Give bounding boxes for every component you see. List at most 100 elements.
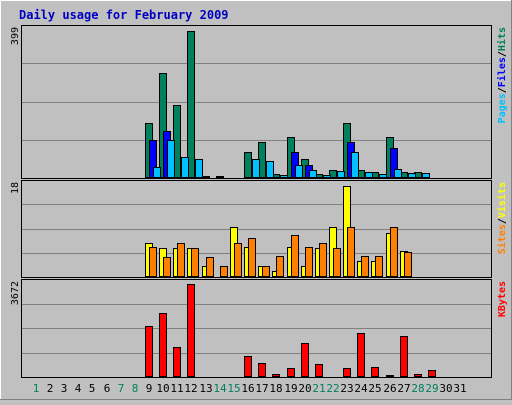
bar-hits-day-14: [216, 176, 224, 178]
x-tick-label-day-2: 2: [47, 382, 54, 395]
chart-title: Daily usage for February 2009: [19, 8, 229, 22]
panel-2-ymax-label: 18: [10, 182, 21, 194]
x-tick-label-day-1: 1: [33, 382, 40, 395]
bar-sites-day-17: [262, 266, 270, 277]
bar-sites-day-27: [404, 252, 412, 277]
bar-hits-day-22: [329, 170, 337, 178]
bar-pages-day-24: [365, 172, 373, 178]
x-tick-label-day-8: 8: [132, 382, 139, 395]
bar-sites-day-25: [375, 256, 383, 277]
bar-kbytes-day-27: [400, 336, 408, 377]
bar-sites-day-21: [319, 243, 327, 277]
bar-pages-day-23: [351, 152, 359, 178]
bar-hits-day-13: [202, 176, 210, 178]
x-tick-label-day-10: 10: [156, 382, 169, 395]
bar-sites-day-26: [390, 227, 398, 277]
x-tick-label-day-18: 18: [269, 382, 282, 395]
x-tick-label-day-4: 4: [75, 382, 82, 395]
bar-sites-day-11: [177, 243, 185, 277]
x-tick-label-day-22: 22: [326, 382, 339, 395]
bar-pages-day-16: [252, 159, 260, 178]
bar-sites-day-24: [361, 256, 369, 277]
bar-hits-day-12: [187, 31, 195, 178]
bar-pages-day-9: [153, 167, 161, 178]
x-tick-label-day-15: 15: [227, 382, 240, 395]
bar-sites-day-16: [248, 238, 256, 277]
x-tick-label-day-28: 28: [411, 382, 424, 395]
x-tick-label-day-25: 25: [368, 382, 381, 395]
bar-pages-day-19: [295, 165, 303, 178]
bar-pages-day-18: [280, 175, 288, 178]
x-tick-label-day-27: 27: [397, 382, 410, 395]
bar-kbytes-day-16: [244, 356, 252, 377]
x-tick-label-day-6: 6: [104, 382, 111, 395]
x-tick-label-day-7: 7: [118, 382, 125, 395]
x-tick-label-day-11: 11: [170, 382, 183, 395]
bar-kbytes-day-9: [145, 326, 153, 377]
bar-pages-day-27: [408, 173, 416, 178]
bar-sites-day-20: [305, 247, 313, 277]
x-tick-label-day-12: 12: [184, 382, 197, 395]
panel-1-legend: Pages/Files/Hits: [496, 27, 508, 123]
bar-kbytes-day-18: [272, 374, 280, 377]
bar-pages-day-22: [337, 171, 345, 178]
bar-sites-day-9: [149, 247, 157, 277]
bar-sites-day-14: [220, 266, 228, 277]
panel-3-ymax-label: 3672: [10, 281, 21, 305]
bar-pages-day-28: [422, 173, 430, 178]
bar-kbytes-day-28: [414, 374, 422, 377]
bar-pages-day-25: [379, 174, 387, 178]
x-tick-label-day-17: 17: [255, 382, 268, 395]
x-tick-label-day-21: 21: [312, 382, 325, 395]
bar-kbytes-day-11: [173, 347, 181, 377]
x-tick-label-day-29: 29: [425, 382, 438, 395]
bar-hits-day-16: [244, 152, 252, 178]
bar-kbytes-day-19: [287, 368, 295, 377]
bar-sites-day-13: [206, 257, 214, 277]
x-tick-label-day-20: 20: [298, 382, 311, 395]
x-tick-label-day-14: 14: [213, 382, 227, 395]
legend-entry: KBytes: [497, 281, 508, 317]
x-tick-label-day-19: 19: [284, 382, 297, 395]
bar-kbytes-day-12: [187, 284, 195, 377]
bar-pages-day-17: [266, 161, 274, 178]
panel-1-ymax-label: 399: [10, 27, 21, 45]
bar-pages-day-12: [195, 159, 203, 178]
legend-entry: Visits: [496, 182, 508, 218]
bar-pages-day-20: [309, 170, 317, 178]
bar-pages-day-26: [394, 169, 402, 178]
bar-kbytes-day-23: [343, 368, 351, 377]
x-tick-label-day-31: 31: [453, 382, 466, 395]
legend-entry: Pages: [497, 93, 508, 123]
bar-sites-day-12: [191, 248, 199, 277]
bar-sites-day-19: [291, 235, 299, 277]
x-tick-label-day-24: 24: [354, 382, 368, 395]
bar-pages-day-10: [167, 140, 175, 178]
panel-3-legend: KBytes: [497, 281, 508, 317]
bar-kbytes-day-10: [159, 313, 167, 377]
x-tick-label-day-23: 23: [340, 382, 353, 395]
bar-kbytes-day-29: [428, 370, 436, 377]
legend-entry: /: [497, 218, 508, 224]
legend-entry: /: [497, 87, 508, 93]
legend-entry: Sites: [496, 224, 508, 254]
x-tick-label-day-13: 13: [199, 382, 212, 395]
legend-entry: Hits: [496, 27, 508, 51]
bar-sites-day-18: [276, 256, 284, 277]
legend-entry: /: [497, 51, 508, 57]
bar-kbytes-day-25: [371, 367, 379, 377]
bar-kbytes-day-17: [258, 363, 266, 377]
x-tick-label-day-16: 16: [241, 382, 254, 395]
bar-sites-day-23: [347, 227, 355, 277]
x-tick-label-day-9: 9: [146, 382, 153, 395]
bar-sites-day-15: [234, 243, 242, 277]
bar-kbytes-day-24: [357, 333, 365, 377]
bar-kbytes-day-20: [301, 343, 309, 377]
x-tick-label-day-26: 26: [383, 382, 396, 395]
x-tick-label-day-3: 3: [61, 382, 68, 395]
legend-entry: Files: [496, 57, 508, 87]
bar-pages-day-21: [323, 175, 331, 178]
panel-2-legend: Sites/Visits: [496, 182, 508, 254]
